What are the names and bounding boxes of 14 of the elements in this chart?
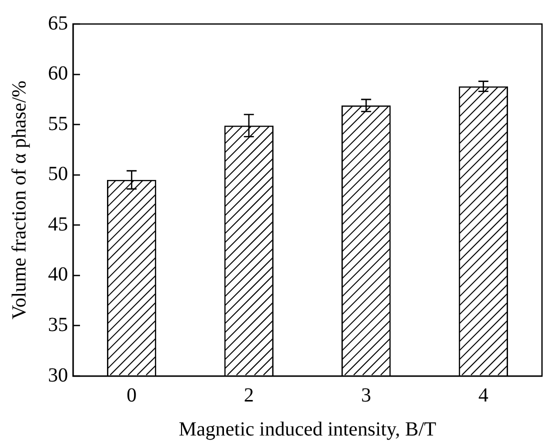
x-axis-title: Magnetic induced intensity, B/T bbox=[178, 418, 436, 440]
x-tick-label: 3 bbox=[361, 384, 372, 406]
y-tick-label: 55 bbox=[48, 112, 68, 135]
y-tick-label: 30 bbox=[48, 364, 68, 386]
x-tick-label: 0 bbox=[126, 384, 137, 406]
y-axis-title: Volume fraction of α phase/% bbox=[8, 80, 30, 320]
y-tick-label: 60 bbox=[48, 62, 68, 85]
x-tick-label: 2 bbox=[244, 384, 254, 406]
y-tick-label: 45 bbox=[48, 213, 68, 236]
y-tick-label: 50 bbox=[48, 163, 68, 186]
x-tick-label: 4 bbox=[478, 384, 488, 406]
y-tick-label: 40 bbox=[48, 264, 68, 286]
y-tick-label: 35 bbox=[48, 314, 68, 336]
y-tick-label: 65 bbox=[48, 12, 68, 34]
